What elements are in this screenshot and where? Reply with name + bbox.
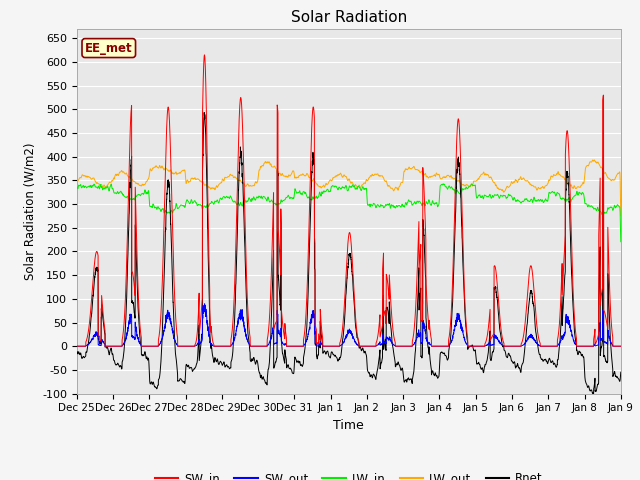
SW_out <box>502 343 509 349</box>
LW_out <box>590 157 598 163</box>
Line: SW_out: SW_out <box>77 304 621 346</box>
Rnet <box>171 336 179 341</box>
SW_in <box>617 343 625 349</box>
SW_in <box>171 292 179 298</box>
LW_in <box>441 182 449 188</box>
Rnet <box>616 375 624 381</box>
SW_in <box>471 343 479 349</box>
LW_in <box>171 207 179 213</box>
SW_in <box>329 343 337 349</box>
Text: EE_met: EE_met <box>85 42 132 55</box>
Rnet <box>200 109 208 115</box>
LW_out <box>617 213 625 219</box>
LW_out <box>328 177 336 182</box>
Rnet <box>329 350 337 356</box>
LW_out <box>73 178 81 184</box>
SW_out <box>329 343 337 349</box>
SW_out <box>616 343 624 349</box>
Rnet <box>502 350 509 356</box>
LW_in <box>328 183 336 189</box>
Title: Solar Radiation: Solar Radiation <box>291 10 407 25</box>
Rnet <box>441 351 449 357</box>
LW_in <box>471 182 479 188</box>
SW_in <box>73 343 81 349</box>
SW_in <box>502 343 509 349</box>
LW_in <box>73 184 81 190</box>
LW_in <box>617 239 625 245</box>
LW_out <box>471 178 479 184</box>
SW_in <box>201 52 209 58</box>
Y-axis label: Solar Radiation (W/m2): Solar Radiation (W/m2) <box>24 143 36 280</box>
Line: Rnet: Rnet <box>77 112 621 394</box>
SW_out <box>617 343 625 349</box>
Line: LW_in: LW_in <box>77 184 621 242</box>
SW_out <box>441 343 449 349</box>
Line: LW_out: LW_out <box>77 160 621 216</box>
LW_out <box>440 174 448 180</box>
SW_out <box>471 343 479 349</box>
Rnet <box>589 391 597 397</box>
SW_in <box>616 343 624 349</box>
LW_out <box>502 187 509 192</box>
Rnet <box>617 369 625 375</box>
SW_out <box>171 336 179 341</box>
SW_out <box>201 301 209 307</box>
Rnet <box>471 348 479 353</box>
Line: SW_in: SW_in <box>77 55 621 346</box>
SW_in <box>441 343 449 349</box>
LW_out <box>616 177 624 182</box>
LW_in <box>502 193 509 199</box>
LW_out <box>171 171 179 177</box>
LW_in <box>616 210 624 216</box>
X-axis label: Time: Time <box>333 419 364 432</box>
Rnet <box>73 348 81 354</box>
LW_in <box>440 181 447 187</box>
SW_out <box>73 343 81 349</box>
Legend: SW_in, SW_out, LW_in, LW_out, Rnet: SW_in, SW_out, LW_in, LW_out, Rnet <box>150 468 547 480</box>
